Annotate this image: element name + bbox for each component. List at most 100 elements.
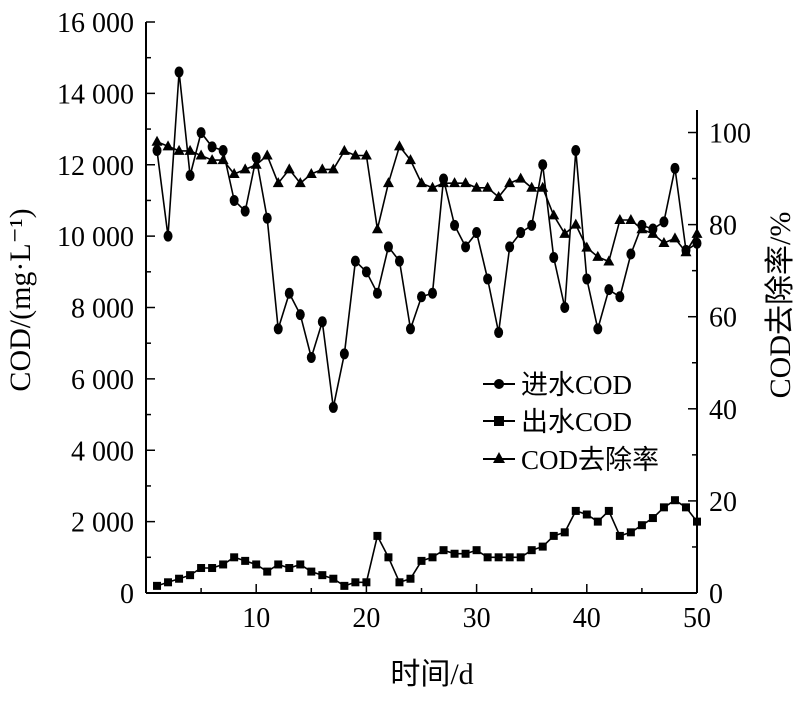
cod-removal-point <box>504 177 516 188</box>
left-y-axis-title: COD/(mg·L⁻¹) <box>4 208 37 391</box>
legend-label-removal: COD去除率 <box>521 445 659 475</box>
cod-removal-point <box>195 149 207 160</box>
cod-removal-point <box>548 209 560 220</box>
influent-cod-point <box>527 219 537 231</box>
influent-cod-point <box>361 266 371 278</box>
left-y-tick-label: 8 000 <box>71 294 134 325</box>
influent-cod-point <box>549 252 559 264</box>
cod-removal-point <box>184 144 196 155</box>
series-markers <box>151 66 703 590</box>
right-y-tick-label: 20 <box>709 487 737 518</box>
cod-removal-point <box>305 167 317 178</box>
effluent-cod-point <box>395 578 404 587</box>
effluent-cod-point <box>362 578 371 587</box>
cod-removal-point <box>647 227 659 238</box>
cod-removal-point <box>206 154 218 165</box>
x-axis-ticks: 10 20 30 40 50 <box>200 584 711 634</box>
cod-removal-point <box>427 181 439 192</box>
effluent-cod-line <box>156 499 698 587</box>
influent-cod-point <box>273 323 283 335</box>
effluent-cod-point <box>538 542 547 551</box>
influent-cod-point <box>483 273 493 285</box>
influent-cod-point <box>405 323 415 335</box>
legend-label-effluent: 出水COD <box>521 407 632 437</box>
influent-cod-point <box>372 287 382 299</box>
influent-cod-point <box>692 237 702 249</box>
cod-removal-point <box>592 250 604 261</box>
effluent-cod-point <box>351 578 360 587</box>
effluent-cod-point <box>693 517 701 526</box>
x-tick-label: 20 <box>352 603 380 634</box>
cod-removal-point <box>658 237 670 248</box>
effluent-cod-point <box>604 506 613 515</box>
cod-removal-point <box>261 149 273 160</box>
effluent-cod-point <box>197 564 206 573</box>
right-y-axis-title: COD去除率/% <box>764 212 797 399</box>
effluent-cod-point <box>428 553 437 562</box>
influent-cod-point <box>505 241 515 253</box>
cod-removal-point <box>173 144 185 155</box>
cod-removal-point <box>393 140 405 151</box>
cod-removal-point <box>570 218 582 229</box>
cod-removal-point <box>382 177 394 188</box>
effluent-cod-point <box>153 581 162 590</box>
plot-frame <box>145 22 698 594</box>
effluent-cod-point <box>373 531 382 540</box>
effluent-cod-point <box>230 553 239 562</box>
influent-cod-point <box>383 241 393 253</box>
x-tick-label: 30 <box>463 603 491 634</box>
effluent-cod-point <box>648 514 657 523</box>
cod-removal-point <box>559 227 571 238</box>
influent-cod-point <box>306 351 316 363</box>
effluent-cod-point <box>241 556 250 565</box>
influent-cod-point <box>207 141 217 153</box>
influent-cod-point <box>571 144 581 156</box>
x-tick-label: 10 <box>242 603 270 634</box>
cod-removal-point <box>680 246 692 257</box>
left-y-tick-label: 12 000 <box>57 151 134 182</box>
effluent-cod-point <box>384 553 393 562</box>
left-y-tick-label: 14 000 <box>57 79 134 110</box>
cod-removal-point <box>250 158 262 169</box>
effluent-cod-point <box>329 574 338 583</box>
effluent-cod-point <box>439 546 448 555</box>
effluent-cod-point <box>175 574 184 583</box>
effluent-cod-point <box>637 521 646 530</box>
cod-removal-point <box>691 227 703 238</box>
right-y-tick-label: 0 <box>709 579 723 610</box>
right-y-tick-label: 60 <box>709 303 737 334</box>
influent-cod-point <box>284 287 294 299</box>
influent-cod-point <box>417 291 426 303</box>
cod-removal-point <box>371 223 383 234</box>
influent-cod-point <box>472 227 482 239</box>
effluent-cod-point <box>659 503 668 512</box>
legend-label-influent: 进水COD <box>521 370 632 400</box>
influent-cod-point <box>218 144 228 156</box>
influent-cod-point <box>251 152 261 164</box>
cod-removal-point <box>537 181 549 192</box>
cod-removal-point <box>151 135 163 146</box>
right-y-tick-label: 100 <box>709 119 751 150</box>
effluent-cod-point <box>219 560 228 569</box>
effluent-cod-point <box>615 531 624 540</box>
influent-cod-point <box>152 144 162 156</box>
cod-removal-point <box>404 154 416 165</box>
effluent-cod-point <box>549 531 558 540</box>
effluent-cod-point <box>263 567 272 576</box>
influent-cod-point <box>196 127 206 139</box>
cod-removal-point <box>515 172 527 183</box>
influent-cod-point <box>615 291 625 303</box>
influent-cod-point <box>538 159 548 171</box>
effluent-cod-point <box>516 553 525 562</box>
influent-cod-point <box>185 169 195 181</box>
cod-removal-point <box>493 190 505 201</box>
effluent-cod-point <box>560 528 569 537</box>
influent-cod-point <box>593 323 603 335</box>
x-tick-label: 50 <box>683 603 711 634</box>
cod-removal-point <box>162 140 174 151</box>
influent-cod-point <box>670 162 680 174</box>
right-y-tick-label: 40 <box>709 395 737 426</box>
influent-cod-point <box>328 401 338 413</box>
cod-removal-point <box>449 177 461 188</box>
